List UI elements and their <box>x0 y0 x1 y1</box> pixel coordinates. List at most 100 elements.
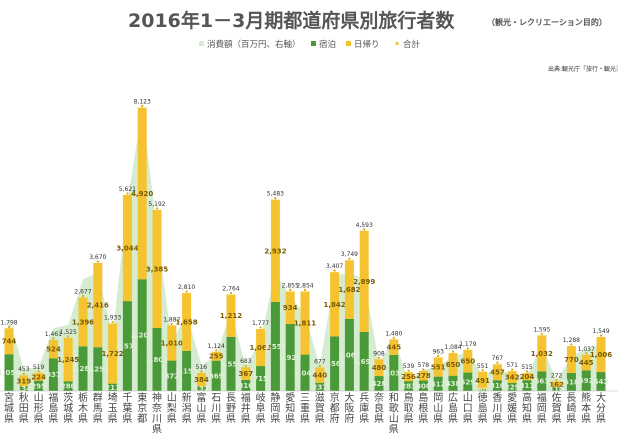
bar-stay <box>93 347 103 391</box>
total-label: 516 <box>196 364 208 371</box>
bar-stay <box>448 375 458 391</box>
bar-stay <box>537 371 547 391</box>
bar-stay <box>522 380 532 391</box>
total-label: 1,798 <box>0 319 17 326</box>
total-dot <box>37 370 40 373</box>
daytrip-label: 480 <box>372 364 387 372</box>
bar-stay <box>226 336 236 391</box>
total-label: 8,123 <box>134 99 151 106</box>
daytrip-label: 457 <box>490 369 505 377</box>
bar-stay <box>241 379 251 391</box>
total-dot <box>496 361 499 364</box>
bar-daytrip <box>48 340 58 359</box>
total-label: 1,084 <box>444 344 461 351</box>
stay-label: 134 <box>16 385 31 393</box>
x-tick-label: 滋賀県 <box>315 391 325 425</box>
daytrip-label: 384 <box>194 376 209 384</box>
stay-label: 295 <box>31 382 46 390</box>
bar-stay <box>108 383 118 391</box>
daytrip-label: 551 <box>431 364 446 372</box>
total-dot <box>155 207 159 210</box>
total-dot <box>363 228 366 231</box>
bar-daytrip <box>448 353 458 376</box>
total-dot <box>52 337 55 340</box>
bar-stay <box>433 376 443 391</box>
bar-daytrip <box>492 364 502 381</box>
total-label: 578 <box>418 362 430 369</box>
bar-daytrip <box>300 291 310 355</box>
daytrip-label: 2,899 <box>353 278 375 286</box>
x-tick-label: 埼玉県 <box>108 391 118 425</box>
bar-stay <box>196 386 206 391</box>
stay-label: 211 <box>105 384 120 392</box>
total-label: 1,549 <box>592 328 609 335</box>
daytrip-label: 491 <box>475 377 490 385</box>
total-label: 551 <box>477 363 489 370</box>
bar-stay <box>300 354 310 391</box>
x-tick-label: 栃木県 <box>78 391 88 425</box>
bar-daytrip <box>34 372 44 381</box>
stay-label: 110 <box>549 386 564 394</box>
legend-label-total: 合計 <box>403 39 421 50</box>
x-tick-label: 群馬県 <box>93 391 103 425</box>
bar-daytrip <box>330 272 340 337</box>
daytrip-label: 770 <box>564 356 579 364</box>
x-tick-label: 鳥取県 <box>404 391 414 425</box>
bar-daytrip <box>507 371 517 384</box>
total-label: 272 <box>551 373 563 380</box>
daytrip-label: 650 <box>460 358 475 366</box>
total-label: 1,288 <box>563 337 580 344</box>
bar-stay <box>552 387 562 391</box>
total-label: 1,882 <box>163 316 180 323</box>
bar-daytrip <box>226 294 236 337</box>
total-dot <box>141 105 144 108</box>
bar-daytrip <box>537 335 547 372</box>
x-tick-label: 和歌山県 <box>389 392 399 436</box>
bar-stay <box>137 279 147 391</box>
bar-daytrip <box>344 260 354 319</box>
x-tick-label: 奈良県 <box>374 391 384 425</box>
stay-label: 1,043 <box>294 369 316 377</box>
total-dot <box>437 354 440 358</box>
daytrip-label: 1,010 <box>161 339 183 347</box>
total-dot <box>348 257 351 260</box>
total-dot <box>392 336 395 339</box>
daytrip-label: 3,044 <box>116 245 138 253</box>
daytrip-label: 204 <box>520 373 535 381</box>
x-tick-label: 京都府 <box>330 391 340 425</box>
total-label: 1,037 <box>578 346 595 353</box>
x-tick-label: 千葉県 <box>122 392 132 425</box>
bar-daytrip <box>122 194 132 302</box>
stay-label: 412 <box>431 380 446 388</box>
stay-label: 1,035 <box>383 369 405 377</box>
bar-stay <box>463 372 473 391</box>
total-dot <box>585 352 588 355</box>
bar-daytrip <box>522 373 532 381</box>
bar-stay <box>492 380 502 391</box>
daytrip-label: 162 <box>549 381 564 389</box>
bar-daytrip <box>93 262 103 348</box>
x-tick-label: 神奈川県 <box>152 391 162 436</box>
stay-label: 60 <box>478 386 488 394</box>
total-label: 2,855 <box>282 282 299 289</box>
bar-daytrip <box>241 367 251 380</box>
bar-daytrip <box>19 375 29 387</box>
bar-daytrip <box>108 323 118 384</box>
total-dot <box>333 269 336 272</box>
x-tick-labels: 宮城県秋田県山形県福島県茨城県栃木県群馬県埼玉県千葉県東京都神奈川県山梨県新潟県… <box>4 391 606 436</box>
bar-stay <box>359 331 369 391</box>
total-dot <box>451 350 455 353</box>
total-label: 1,525 <box>60 329 77 336</box>
bar-daytrip <box>256 329 266 367</box>
bar-daytrip <box>196 373 206 387</box>
bar-daytrip <box>285 291 295 325</box>
bar-stay <box>285 324 295 391</box>
daytrip-label: 1,212 <box>220 312 242 320</box>
bar-daytrip <box>359 230 369 332</box>
stay-label: 518 <box>564 378 579 386</box>
total-label: 2,764 <box>222 286 239 293</box>
bar-stay <box>256 366 266 391</box>
bar-daytrip <box>463 349 473 373</box>
bar-stay <box>389 354 399 391</box>
stay-label: 529 <box>460 378 475 386</box>
